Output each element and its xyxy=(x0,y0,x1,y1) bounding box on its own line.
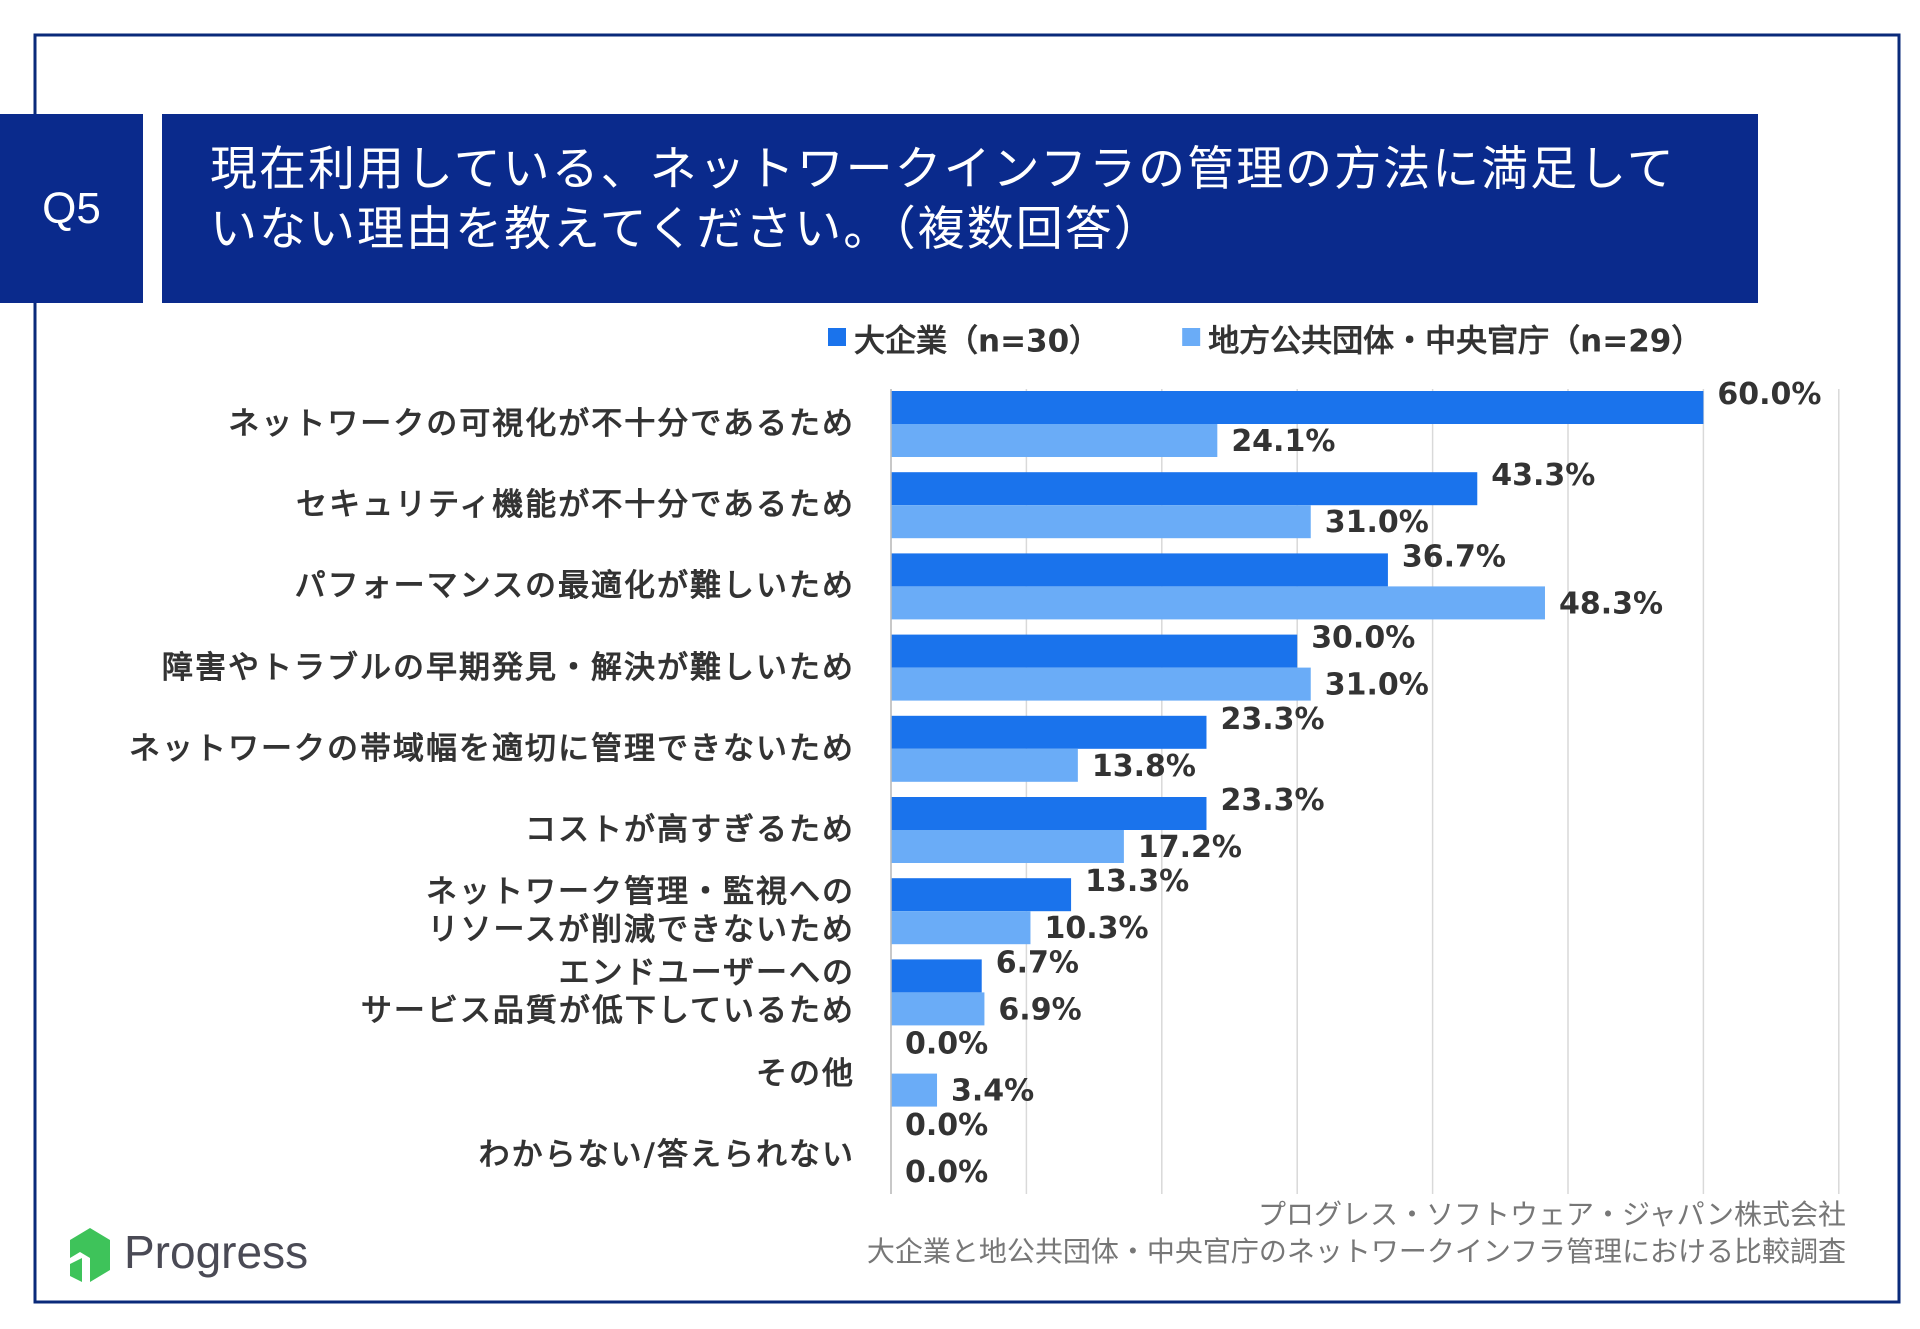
value-label: 0.0% xyxy=(905,1108,988,1143)
frame xyxy=(33,33,1901,1304)
category-label: 障害やトラブルの早期発見・解決が難しいため xyxy=(162,649,855,686)
category-label: わからない/答えられない xyxy=(478,1136,855,1173)
value-label: 0.0% xyxy=(905,1155,988,1190)
title-box xyxy=(162,114,1758,303)
value-label: 48.3% xyxy=(1559,586,1663,621)
value-label: 60.0% xyxy=(1717,377,1821,412)
bar xyxy=(891,878,1072,912)
value-label: 31.0% xyxy=(1325,668,1429,703)
category-label: ネットワークの帯域幅を適切に管理できないため xyxy=(129,730,855,767)
value-label: 43.3% xyxy=(1491,458,1595,493)
bar xyxy=(891,424,1218,457)
bar xyxy=(891,391,1704,424)
bar xyxy=(891,959,982,993)
bar xyxy=(891,992,985,1026)
category-label: エンドユーザーへの サービス品質が低下しているため xyxy=(360,955,855,1030)
source-line: 大企業と地公共団体・中央官庁のネットワークインフラ管理における比較調査 xyxy=(866,1235,1846,1268)
bar xyxy=(891,748,1078,782)
category-label: セキュリティ機能が不十分であるため xyxy=(296,487,855,524)
bar xyxy=(891,505,1311,539)
value-label: 31.0% xyxy=(1325,505,1429,540)
category-label: ネットワークの可視化が不十分であるため xyxy=(228,406,855,442)
legend-label: 大企業（n=30） xyxy=(854,324,1100,360)
bar xyxy=(891,472,1478,506)
value-label: 6.9% xyxy=(998,992,1081,1027)
value-label: 17.2% xyxy=(1138,830,1242,865)
bar xyxy=(891,553,1388,587)
bar xyxy=(891,830,1124,863)
value-label: 23.3% xyxy=(1220,783,1324,818)
value-label: 24.1% xyxy=(1231,424,1335,459)
bar xyxy=(891,667,1311,701)
value-label: 3.4% xyxy=(951,1074,1034,1109)
bar xyxy=(891,715,1207,749)
source-line: プログレス・ソフトウェア・ジャパン株式会社 xyxy=(1257,1198,1846,1231)
value-label: 13.3% xyxy=(1085,864,1189,899)
bar xyxy=(891,634,1298,668)
badge: Q5 xyxy=(42,184,101,233)
category-label: パフォーマンスの最適化が難しいため xyxy=(294,568,855,605)
bar xyxy=(891,1073,938,1107)
legend-label: 地方公共団体・中央官庁（n=29） xyxy=(1208,324,1702,360)
category-label: コストが高すぎるため xyxy=(525,812,855,848)
bar xyxy=(891,911,1031,945)
legend-swatch xyxy=(1182,328,1201,346)
legend-swatch xyxy=(828,328,846,346)
value-label: 0.0% xyxy=(905,1027,988,1062)
value-label: 10.3% xyxy=(1044,911,1148,946)
title: 現在利用している、ネットワークインフラの管理の方法に満足して いない理由を教えて… xyxy=(210,142,1676,257)
bar xyxy=(891,797,1207,830)
badge-box xyxy=(0,114,143,303)
logo-icon xyxy=(70,1228,110,1282)
logo-text: Progress xyxy=(124,1226,308,1278)
value-label: 36.7% xyxy=(1402,539,1506,574)
value-label: 6.7% xyxy=(996,945,1079,980)
bar xyxy=(891,586,1545,620)
value-label: 13.8% xyxy=(1092,749,1196,784)
value-label: 23.3% xyxy=(1220,702,1324,737)
value-label: 30.0% xyxy=(1311,621,1415,656)
category-label: その他 xyxy=(756,1055,855,1092)
category-label: ネットワーク管理・監視への リソースが削減できないため xyxy=(426,874,855,949)
